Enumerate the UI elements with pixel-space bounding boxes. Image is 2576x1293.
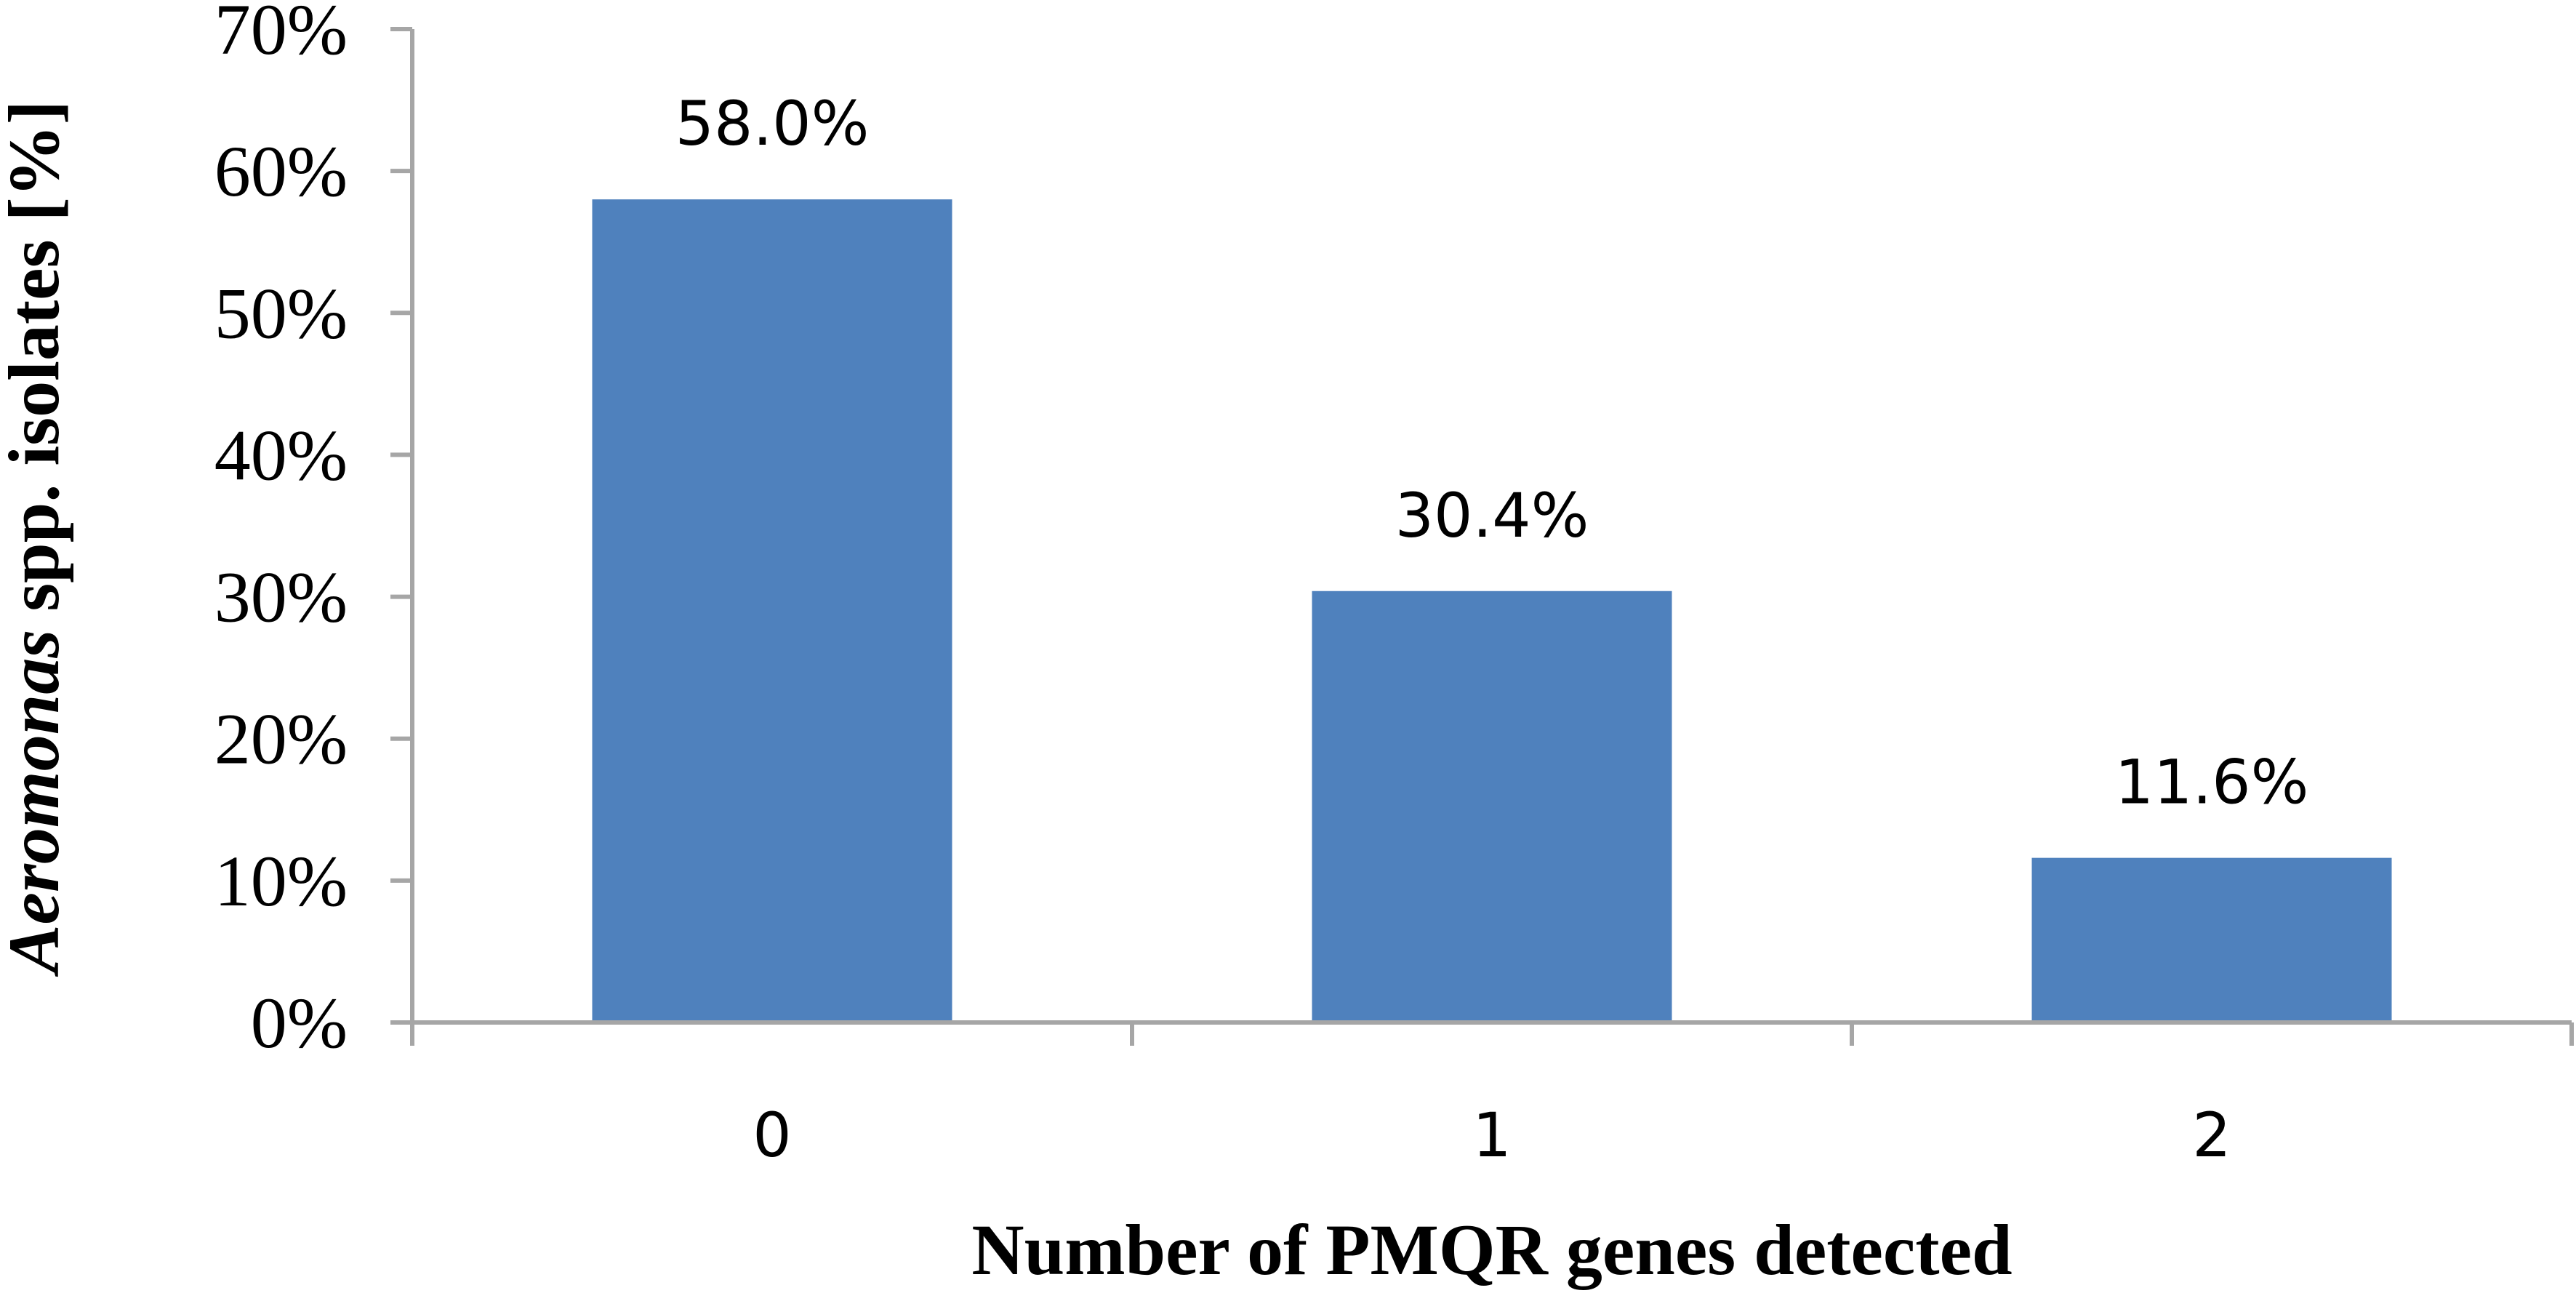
bar — [592, 199, 952, 1023]
y-tick-label: 50% — [214, 273, 348, 353]
y-tick-label: 30% — [214, 557, 348, 638]
x-tick-label: 2 — [2192, 1100, 2231, 1171]
y-axis-title-rest: spp. isolates [%] — [0, 100, 74, 630]
bar-data-label: 11.6% — [2115, 747, 2309, 818]
y-axis-title: Aeromonas spp. isolates [%] — [0, 100, 74, 977]
y-axis-ticks: 0% 10% 20% 30% 40% 50% 60% 70% — [214, 0, 412, 1063]
bar-data-label: 30.4% — [1395, 480, 1589, 551]
bars — [592, 199, 2392, 1023]
y-tick-label: 40% — [214, 415, 348, 495]
x-axis-title: Number of PMQR genes detected — [971, 1209, 2012, 1290]
bar-data-label: 58.0% — [675, 88, 870, 159]
y-tick-label: 0% — [251, 982, 348, 1063]
y-tick-label: 70% — [214, 0, 348, 70]
data-labels: 58.0% 30.4% 11.6% — [675, 88, 2309, 817]
y-axis-title-italic: Aeromonas — [0, 630, 74, 977]
x-tick-label: 1 — [1472, 1100, 1511, 1171]
y-tick-label: 20% — [214, 699, 348, 780]
y-tick-label: 10% — [214, 841, 348, 921]
y-tick-label: 60% — [214, 131, 348, 212]
x-axis-ticks: 0 1 2 — [410, 1022, 2574, 1171]
x-tick-label: 0 — [753, 1100, 791, 1171]
bar — [2031, 857, 2392, 1022]
bar — [1312, 591, 1672, 1022]
